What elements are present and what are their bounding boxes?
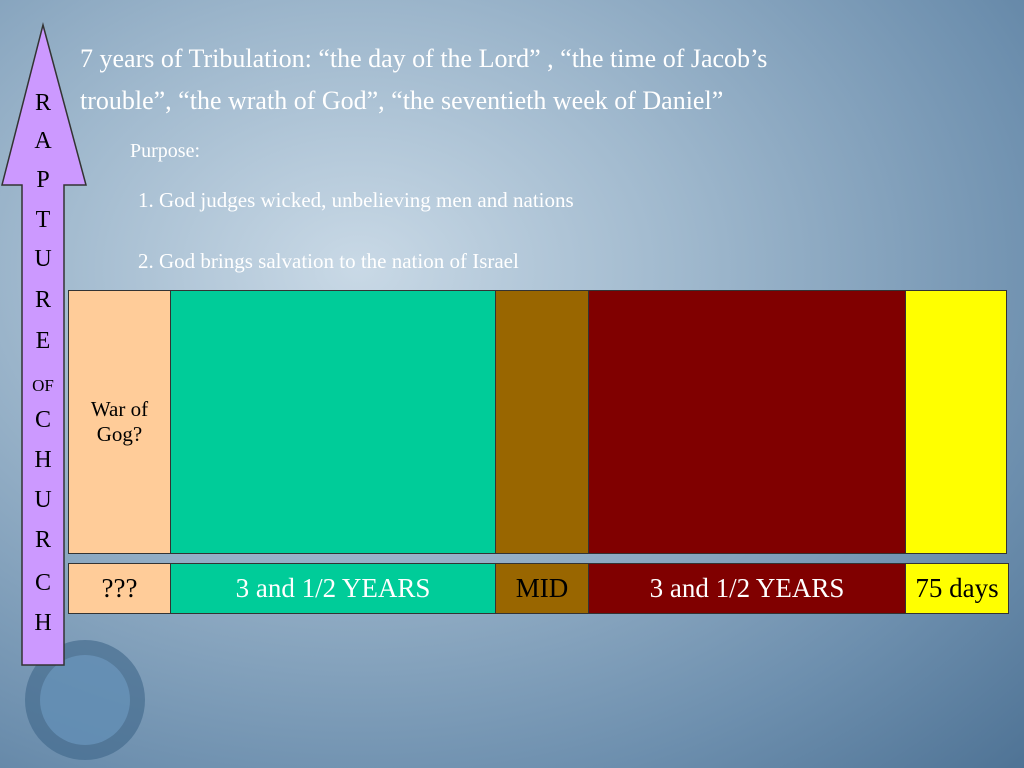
arrow-letter: R — [34, 527, 51, 553]
arrow-letter: U — [34, 487, 52, 513]
period-block — [170, 290, 496, 554]
timeline-label: 3 and 1/2 YEARS — [588, 563, 906, 614]
timeline-label: MID — [495, 563, 589, 614]
arrow-letter: E — [35, 328, 51, 354]
arrow-letter: R — [34, 90, 51, 116]
arrow-letter: OF — [32, 376, 54, 395]
purpose-item: 2. God brings salvation to the nation of… — [138, 249, 519, 273]
title-line: 7 years of Tribulation: “the day of the … — [80, 44, 768, 73]
arrow-letter: P — [36, 167, 50, 193]
period-block — [905, 290, 1007, 554]
arrow-letter: R — [34, 287, 51, 313]
timeline-label: ??? — [68, 563, 171, 614]
rapture-arrow — [1, 22, 87, 666]
arrow-letter: A — [34, 128, 52, 154]
arrow-letter: U — [34, 246, 52, 272]
arrow-letter: C — [34, 570, 51, 596]
title-line: trouble”, “the wrath of God”, “the seven… — [80, 86, 724, 115]
period-block — [495, 290, 589, 554]
war-block: War of Gog? — [68, 290, 171, 554]
purpose-item: 1. God judges wicked, unbelieving men an… — [138, 188, 574, 212]
timeline-label: 3 and 1/2 YEARS — [170, 563, 496, 614]
arrow-letter: C — [34, 407, 51, 433]
period-block — [588, 290, 906, 554]
purpose-heading: Purpose: — [130, 140, 200, 162]
timeline-label: 75 days — [905, 563, 1009, 614]
arrow-letter: H — [34, 610, 52, 636]
arrow-letter: T — [35, 207, 51, 233]
arrow-letter: H — [34, 447, 52, 473]
